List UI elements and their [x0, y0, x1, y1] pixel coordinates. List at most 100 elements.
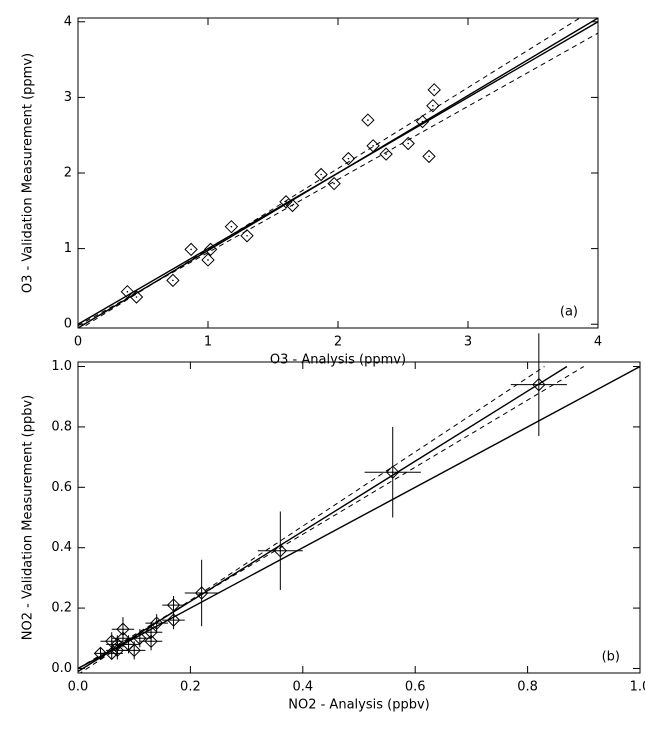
data-point	[194, 586, 209, 600]
data-point	[415, 114, 430, 129]
data-point	[149, 616, 164, 630]
data-point-dot	[126, 290, 129, 293]
y-axis-label: NO2 - Validation Measurement (ppbv)	[21, 395, 36, 640]
data-point-dot	[372, 144, 374, 147]
data-point-dot	[155, 622, 158, 624]
data-point	[314, 167, 328, 182]
x-tick-label: 2	[334, 335, 342, 350]
data-point	[422, 149, 436, 164]
data-point	[386, 465, 400, 479]
data-point	[327, 176, 341, 191]
data-point	[426, 99, 440, 113]
data-point	[361, 113, 375, 127]
data-point	[285, 198, 300, 213]
data-point-dot	[538, 383, 540, 386]
data-point-dot	[285, 200, 287, 203]
data-point	[379, 147, 393, 161]
data-point-dot	[421, 120, 424, 123]
x-axis-label: NO2 - Analysis (ppbv)	[288, 698, 429, 713]
y-tick-label: 3	[64, 90, 72, 105]
data-point	[224, 219, 239, 234]
data-point	[110, 637, 125, 652]
data-point-dot	[99, 652, 102, 655]
y-tick-label: 4	[64, 14, 72, 29]
data-point	[166, 598, 181, 612]
data-point	[166, 273, 180, 288]
data-point	[129, 290, 144, 304]
data-point	[93, 646, 108, 661]
y-axis-label: O3 - Validation Measurement (ppmv)	[21, 53, 36, 293]
x-tick-label: 3	[464, 335, 472, 350]
x-tick-label: 0.0	[68, 680, 89, 695]
data-point-dot	[279, 549, 282, 552]
panel-label: (a)	[560, 305, 578, 320]
x-tick-label: 0.6	[405, 680, 426, 695]
data-point-dot	[110, 652, 113, 655]
data-point-dot	[209, 248, 212, 251]
plot-frame	[77, 361, 641, 674]
data-point-dot	[333, 182, 335, 185]
x-tick-label: 1.0	[630, 680, 645, 695]
data-point	[341, 151, 356, 166]
data-point-dot	[200, 592, 203, 594]
y-tick-label: 1	[64, 241, 72, 256]
data-point-dot	[110, 640, 113, 643]
data-point-dot	[428, 155, 430, 158]
data-point	[201, 253, 215, 267]
x-axis-label: O3 - Analysis (ppmv)	[270, 353, 406, 368]
x-tick-label: 0.8	[517, 680, 538, 695]
data-point	[273, 544, 288, 558]
x-tick-label: 0.2	[180, 680, 201, 695]
x-tick-label: 0.4	[292, 680, 313, 695]
y-tick-label: 0.6	[51, 480, 72, 495]
y-tick-label: 0.8	[51, 419, 72, 434]
data-point	[279, 195, 293, 209]
data-point	[105, 646, 119, 661]
data-point	[144, 634, 158, 649]
data-point-dot	[407, 142, 410, 145]
fit-line	[79, 366, 545, 673]
fit-line	[78, 366, 585, 669]
data-point-dot	[246, 234, 248, 237]
data-point-dot	[122, 637, 124, 640]
y-tick-label: 0.2	[51, 601, 72, 616]
y-tick-label: 0.0	[51, 661, 72, 676]
data-point	[427, 83, 441, 97]
data-point	[184, 242, 198, 257]
data-point	[120, 285, 135, 299]
data-point-dot	[432, 104, 434, 107]
data-point	[105, 634, 119, 649]
data-point-dot	[291, 204, 294, 207]
data-point-dot	[133, 649, 135, 652]
data-point-dot	[116, 643, 119, 646]
x-tick-label: 4	[594, 335, 602, 350]
data-point-dot	[385, 153, 387, 155]
data-point	[532, 377, 546, 392]
x-tick-label: 1	[204, 335, 212, 350]
y-tick-label: 1.0	[51, 359, 72, 374]
data-point-dot	[172, 604, 175, 606]
data-point-dot	[320, 173, 322, 176]
data-point-dot	[347, 157, 350, 160]
data-point-dot	[367, 119, 369, 121]
data-point-dot	[139, 637, 141, 640]
fit-line	[78, 365, 640, 670]
y-tick-label: 0.4	[51, 540, 72, 555]
fit-line	[78, 32, 598, 327]
data-point	[166, 613, 181, 627]
y-tick-label: 2	[64, 166, 72, 181]
y-tick-label: 0	[64, 317, 72, 332]
x-tick-label: 0	[74, 335, 82, 350]
data-point	[401, 136, 415, 151]
data-point-dot	[172, 279, 174, 282]
data-point	[203, 242, 218, 257]
data-point	[366, 139, 380, 153]
panel-label: (b)	[602, 650, 620, 665]
data-point-dot	[207, 259, 209, 261]
data-point-dot	[135, 296, 138, 298]
data-point-dot	[150, 640, 152, 643]
data-point-dot	[230, 225, 233, 228]
data-point-dot	[433, 89, 436, 91]
data-point-dot	[172, 619, 175, 621]
